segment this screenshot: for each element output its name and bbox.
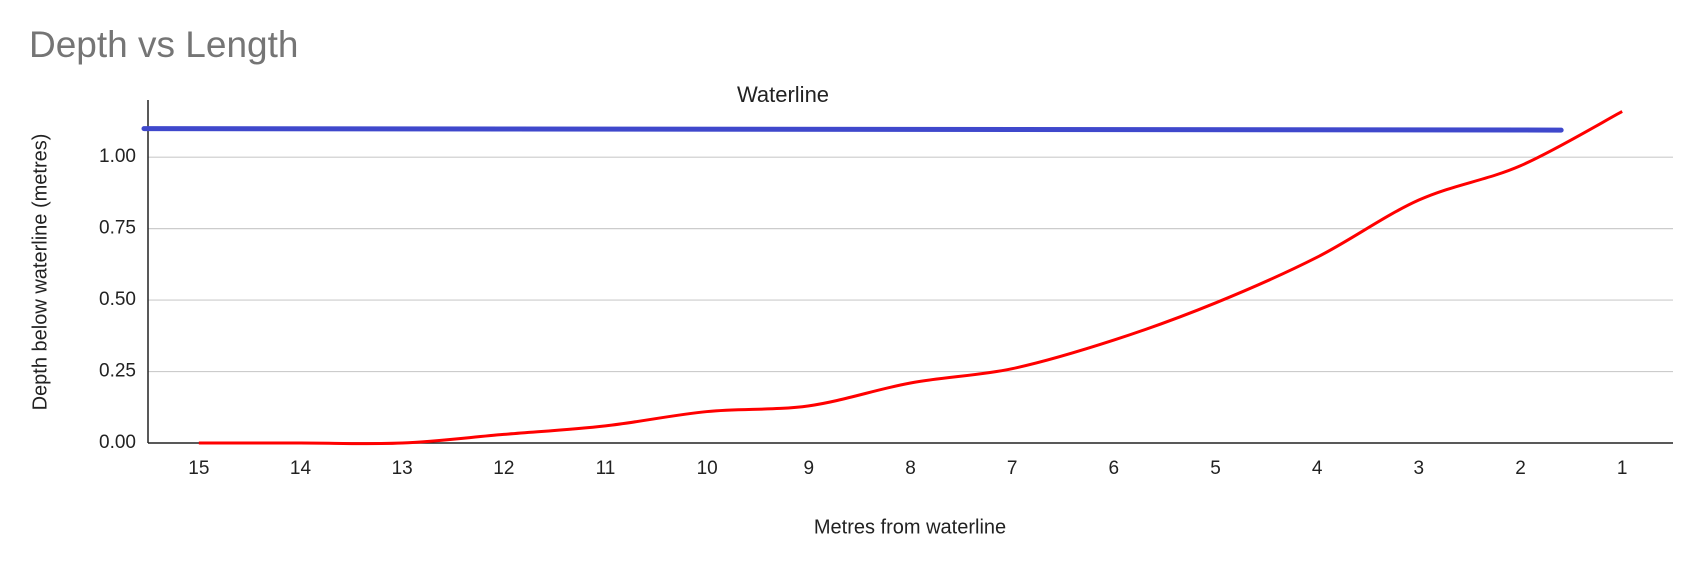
x-tick-label: 5 <box>1210 458 1221 479</box>
y-tick-label: 0.50 <box>99 289 136 310</box>
data-line <box>198 110 1623 446</box>
x-tick-label: 6 <box>1109 458 1120 479</box>
y-tick-label: 1.00 <box>99 146 136 167</box>
x-tick-label: 11 <box>596 458 616 479</box>
x-tick-label: 9 <box>804 458 815 479</box>
x-tick-label: 3 <box>1414 458 1425 479</box>
chart-title: Depth vs Length <box>29 24 298 65</box>
x-tick-label: 7 <box>1007 458 1018 479</box>
y-tick-label: 0.25 <box>99 361 136 382</box>
x-tick-label: 1 <box>1617 458 1628 479</box>
x-tick-label: 13 <box>392 458 413 479</box>
x-axis-title: Metres from waterline <box>814 516 1006 538</box>
x-tick-label: 2 <box>1515 458 1526 479</box>
x-tick-label: 10 <box>697 458 718 479</box>
x-tick-label: 8 <box>905 458 916 479</box>
x-tick-label: 12 <box>493 458 514 479</box>
waterline-label: Waterline <box>737 82 829 107</box>
y-tick-label: 0.75 <box>99 218 136 239</box>
waterline <box>141 126 1564 133</box>
y-tick-label: 0.00 <box>99 432 136 453</box>
x-tick-label: 15 <box>188 458 209 479</box>
x-tick-label: 14 <box>290 458 312 479</box>
y-axis-title: Depth below waterline (metres) <box>29 134 51 411</box>
x-tick-label: 4 <box>1312 458 1323 479</box>
